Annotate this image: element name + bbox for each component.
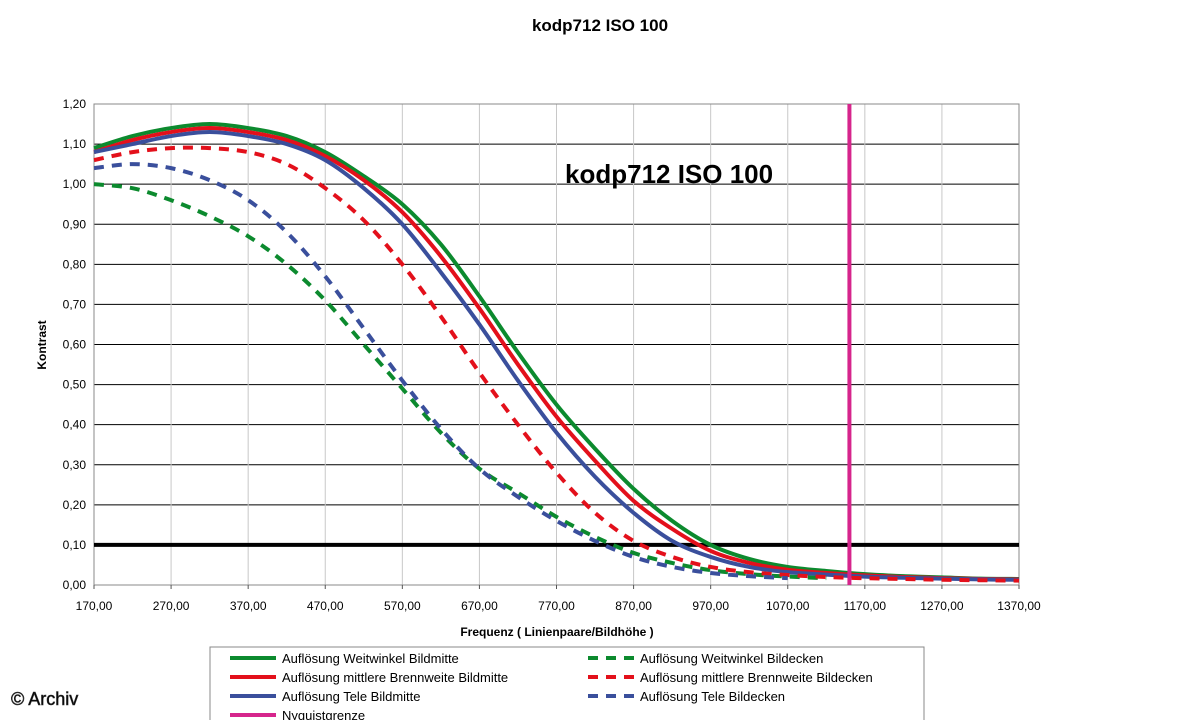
- annotation-label: kodp712 ISO 100: [565, 159, 773, 189]
- y-tick-label: 0,40: [63, 418, 87, 432]
- legend-label: Auflösung Tele Bildecken: [640, 689, 785, 704]
- series-line-7: [93, 162, 788, 581]
- x-tick-label: 270,00: [153, 599, 190, 613]
- y-tick-label: 0,90: [63, 217, 87, 231]
- y-tick-label: 0,80: [63, 257, 87, 271]
- copyright-label: © Archiv: [11, 689, 78, 709]
- x-axis-ticks: 170,00 270,00 370,00 470,00 570,00 670,00 770,…: [76, 585, 1041, 613]
- series-line-3: [93, 130, 1020, 582]
- y-tick-label: 1,10: [63, 137, 87, 151]
- y-tick-label: 0,10: [63, 538, 87, 552]
- x-tick-label: 570,00: [384, 599, 421, 613]
- y-axis-label: Kontrast: [35, 320, 49, 369]
- y-tick-label: 1,00: [63, 177, 87, 191]
- y-tick-label: 0,70: [63, 297, 87, 311]
- y-tick-label: 0,30: [63, 458, 87, 472]
- x-tick-label: 1170,00: [844, 599, 887, 613]
- x-tick-label: 1070,00: [766, 599, 810, 613]
- y-tick-label: 0,20: [63, 498, 87, 512]
- grid-lines: [93, 103, 1020, 586]
- legend-box: [209, 646, 925, 720]
- y-tick-label: 1,20: [63, 97, 87, 111]
- x-tick-label: 1370,00: [997, 599, 1041, 613]
- x-tick-label: 170,00: [76, 599, 113, 613]
- series-lines: [93, 104, 1020, 585]
- legend-label: Auflösung Weitwinkel Bildmitte: [282, 651, 459, 666]
- legend-label: Auflösung mittlere Brennweite Bildecken: [640, 670, 873, 685]
- y-axis-ticks: 0,00 0,10 0,20 0,30 0,40 0,50 0,60 0,70 0,80 0,90…: [63, 97, 87, 592]
- x-tick-label: 670,00: [461, 599, 498, 613]
- y-tick-label: 0,50: [63, 378, 87, 392]
- legend-label: Auflösung Weitwinkel Bildecken: [640, 651, 823, 666]
- x-tick-label: 370,00: [230, 599, 267, 613]
- legend: Auflösung Weitwinkel Bildmitte Auflösung …: [209, 646, 925, 720]
- x-tick-label: 1270,00: [920, 599, 964, 613]
- legend-label: Nyquistgrenze: [282, 708, 365, 720]
- y-tick-label: 0,00: [63, 578, 87, 592]
- x-tick-label: 770,00: [538, 599, 575, 613]
- series-line-5: [93, 182, 827, 581]
- x-tick-label: 970,00: [692, 599, 729, 613]
- legend-label: Auflösung mittlere Brennweite Bildmitte: [282, 670, 508, 685]
- y-tick-label: 0,60: [63, 338, 87, 352]
- x-tick-label: 870,00: [615, 599, 652, 613]
- x-tick-label: 470,00: [307, 599, 344, 613]
- x-axis-label: Frequenz ( Linienpaare/Bildhöhe ): [460, 625, 653, 639]
- chart-title: kodp712 ISO 100: [532, 16, 668, 35]
- legend-label: Auflösung Tele Bildmitte: [282, 689, 421, 704]
